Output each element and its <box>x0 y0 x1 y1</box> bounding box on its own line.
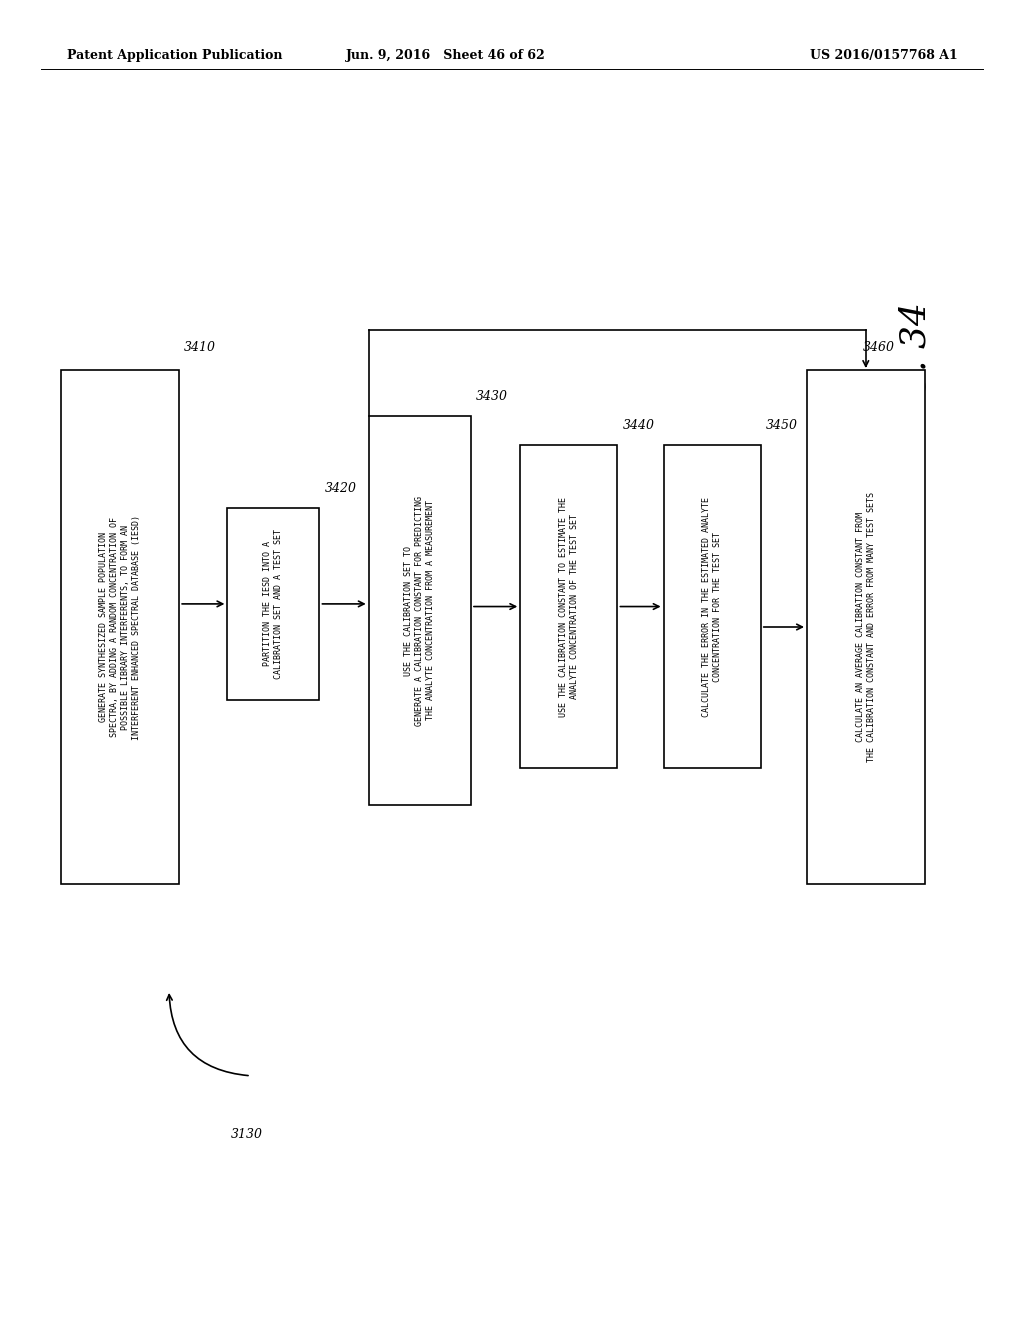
Bar <box>664 445 761 768</box>
Text: 3130: 3130 <box>230 1127 262 1140</box>
Bar <box>520 445 617 768</box>
Text: PARTITION THE IESD INTO A
CALIBRATION SET AND A TEST SET: PARTITION THE IESD INTO A CALIBRATION SE… <box>263 529 284 678</box>
Text: CALCULATE AN AVERAGE CALIBRATION CONSTANT FROM
THE CALIBRATION CONSTANT AND ERRO: CALCULATE AN AVERAGE CALIBRATION CONSTAN… <box>856 492 876 762</box>
Text: 3420: 3420 <box>325 482 356 495</box>
Text: 3410: 3410 <box>184 341 216 354</box>
Text: FIG. 34: FIG. 34 <box>899 301 934 438</box>
Bar <box>61 370 179 884</box>
Text: 3450: 3450 <box>766 418 798 432</box>
Text: GENERATE SYNTHESIZED SAMPLE POPULATION
SPECTRA, BY ADDING A RANDOM CONCENTRATION: GENERATE SYNTHESIZED SAMPLE POPULATION S… <box>99 515 141 739</box>
Text: 3430: 3430 <box>476 389 508 403</box>
Bar <box>369 416 471 805</box>
Text: Jun. 9, 2016   Sheet 46 of 62: Jun. 9, 2016 Sheet 46 of 62 <box>345 49 546 62</box>
Text: Patent Application Publication: Patent Application Publication <box>67 49 282 62</box>
Bar <box>227 508 319 700</box>
Text: US 2016/0157768 A1: US 2016/0157768 A1 <box>810 49 957 62</box>
Text: 3460: 3460 <box>863 341 895 354</box>
Bar <box>807 370 925 884</box>
FancyArrowPatch shape <box>167 995 248 1076</box>
Text: USE THE CALIBRATION SET TO
GENERATE A CALIBRATION CONSTANT FOR PREDICTING
THE AN: USE THE CALIBRATION SET TO GENERATE A CA… <box>404 495 435 726</box>
Text: USE THE CALIBRATION CONSTANT TO ESTIMATE THE
ANALYTE CONCENTRATION OF THE TEST S: USE THE CALIBRATION CONSTANT TO ESTIMATE… <box>559 496 579 717</box>
Text: CALCULATE THE ERROR IN THE ESTIMATED ANALYTE
CONCENTRATION FOR THE TEST SET: CALCULATE THE ERROR IN THE ESTIMATED ANA… <box>702 496 722 717</box>
Text: 3440: 3440 <box>623 418 654 432</box>
